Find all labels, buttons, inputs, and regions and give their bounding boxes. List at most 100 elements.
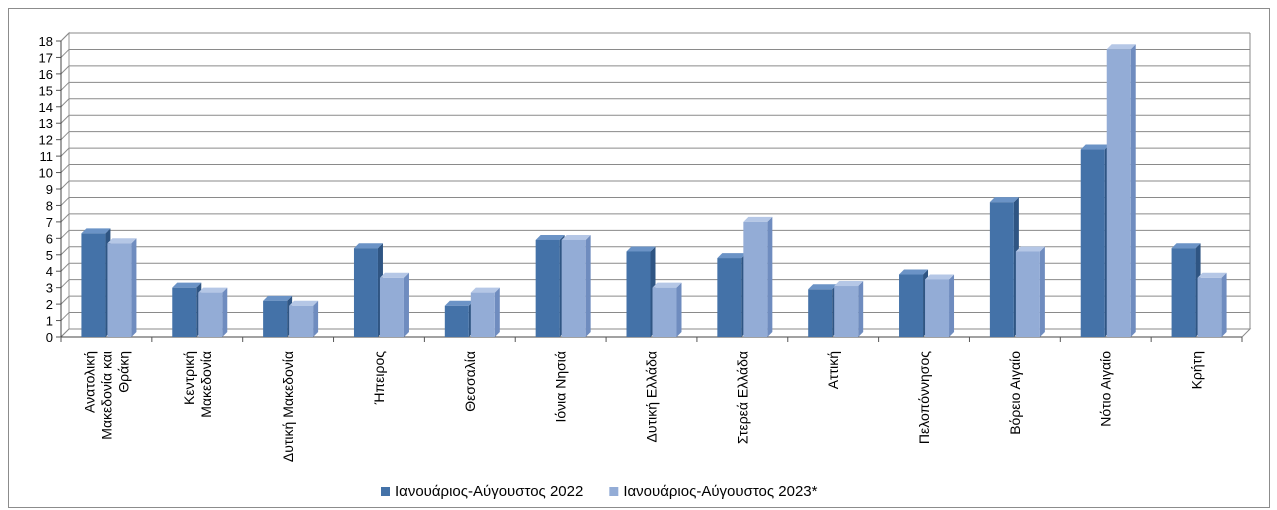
legend-swatch bbox=[609, 487, 619, 496]
bar-side bbox=[403, 272, 409, 337]
y-tick-label: 4 bbox=[46, 264, 53, 279]
bar-top bbox=[107, 238, 137, 244]
bar bbox=[172, 287, 197, 337]
y-tick-label: 0 bbox=[46, 330, 53, 345]
x-tick-label: Δυτική Ελλάδα bbox=[644, 351, 660, 442]
y-tick-label: 9 bbox=[46, 182, 53, 197]
bar bbox=[626, 251, 651, 337]
bar-top bbox=[81, 228, 111, 234]
gridline-depth bbox=[60, 98, 70, 108]
bar bbox=[535, 239, 560, 337]
x-tick-label: Νότιο Αιγαίο bbox=[1098, 351, 1114, 427]
bar-top bbox=[353, 243, 383, 249]
bar bbox=[834, 286, 859, 337]
bar-top bbox=[717, 253, 747, 259]
legend-label: Ιανουάριος-Αύγουστος 2022 bbox=[395, 483, 583, 500]
bar bbox=[989, 202, 1014, 337]
gridline-depth bbox=[60, 312, 70, 321]
x-tick-label: Βόρειο Αιγαίο bbox=[1007, 351, 1023, 435]
bar-side bbox=[131, 238, 137, 337]
gridline-depth bbox=[60, 65, 70, 75]
bar bbox=[289, 305, 314, 337]
bar-top bbox=[1197, 272, 1227, 278]
y-tick-label: 7 bbox=[46, 215, 53, 230]
bar-top bbox=[379, 272, 409, 278]
bar-top bbox=[172, 282, 202, 288]
bar bbox=[1015, 251, 1040, 337]
bar-top bbox=[1080, 144, 1110, 150]
y-tick-label: 17 bbox=[39, 50, 53, 65]
y-tick-label: 5 bbox=[46, 248, 53, 263]
bar-top bbox=[198, 287, 228, 293]
y-tick-label: 16 bbox=[39, 67, 53, 82]
x-tick-label: Ήπειρος bbox=[371, 351, 387, 405]
bar bbox=[808, 289, 833, 337]
y-tick-label: 2 bbox=[46, 297, 53, 312]
bar-top bbox=[1015, 246, 1045, 252]
y-tick-label: 10 bbox=[39, 166, 53, 181]
bar-top bbox=[470, 287, 500, 293]
gridline-depth bbox=[60, 32, 70, 42]
y-tick-label: 8 bbox=[46, 198, 53, 213]
bar-top bbox=[626, 246, 656, 252]
bar-side bbox=[949, 274, 955, 337]
bar-side bbox=[676, 282, 682, 337]
y-tick-label: 13 bbox=[39, 116, 53, 131]
bar-top bbox=[808, 284, 838, 290]
bar-top bbox=[743, 216, 773, 222]
legend-swatch bbox=[381, 487, 390, 496]
bar-side bbox=[585, 234, 591, 337]
x-tick-label: Πελοπόννησος bbox=[916, 351, 932, 444]
gridline-depth bbox=[60, 131, 70, 141]
bar bbox=[1171, 248, 1196, 337]
y-tick-label: 12 bbox=[39, 133, 53, 148]
bar-side bbox=[313, 300, 319, 337]
gridline-depth bbox=[60, 147, 70, 157]
bar bbox=[81, 233, 106, 337]
bar-top bbox=[444, 300, 474, 306]
bar bbox=[1197, 277, 1222, 337]
y-tick-label: 11 bbox=[40, 149, 54, 164]
y-tick-label: 6 bbox=[46, 231, 53, 246]
bar bbox=[198, 292, 223, 337]
bar-top bbox=[925, 274, 955, 280]
bar-top bbox=[1171, 243, 1201, 249]
bar-side bbox=[494, 287, 500, 337]
bar-side bbox=[222, 287, 228, 337]
bar-top bbox=[989, 197, 1019, 203]
bar bbox=[561, 239, 586, 337]
bar-top bbox=[289, 300, 319, 306]
y-tick-label: 18 bbox=[39, 34, 53, 49]
bar bbox=[470, 292, 495, 337]
bar-top bbox=[834, 281, 864, 287]
x-tick-label: Μακεδονία και bbox=[98, 351, 114, 440]
bar bbox=[444, 305, 469, 337]
bar-side bbox=[1039, 246, 1045, 337]
y-tick-label: 14 bbox=[39, 100, 53, 115]
bar-top bbox=[263, 295, 293, 301]
gridline-depth bbox=[60, 279, 70, 289]
x-tick-label: Θεσσαλία bbox=[462, 351, 478, 412]
legend-label: Ιανουάριος-Αύγουστος 2023* bbox=[623, 483, 817, 500]
gridline-depth bbox=[60, 246, 70, 256]
bar bbox=[263, 300, 288, 337]
gridline-depth bbox=[60, 229, 70, 239]
bar-top bbox=[652, 282, 682, 288]
bar bbox=[899, 274, 924, 337]
x-tick-label: Μακεδονία bbox=[198, 351, 214, 418]
y-tick-label: 1 bbox=[46, 314, 53, 329]
bar-top bbox=[535, 234, 565, 240]
bar bbox=[652, 287, 677, 337]
gridline-depth bbox=[60, 180, 70, 190]
gridline-depth bbox=[60, 81, 70, 91]
bar bbox=[379, 277, 404, 337]
y-tick-label: 3 bbox=[46, 281, 53, 296]
y-tick-label: 15 bbox=[39, 83, 53, 98]
gridline-depth bbox=[60, 262, 70, 272]
bar-top bbox=[899, 269, 929, 275]
bar-top bbox=[1106, 44, 1136, 50]
bar bbox=[1106, 49, 1131, 337]
bar-side bbox=[858, 281, 864, 337]
x-tick-label: Κρήτη bbox=[1189, 351, 1205, 389]
